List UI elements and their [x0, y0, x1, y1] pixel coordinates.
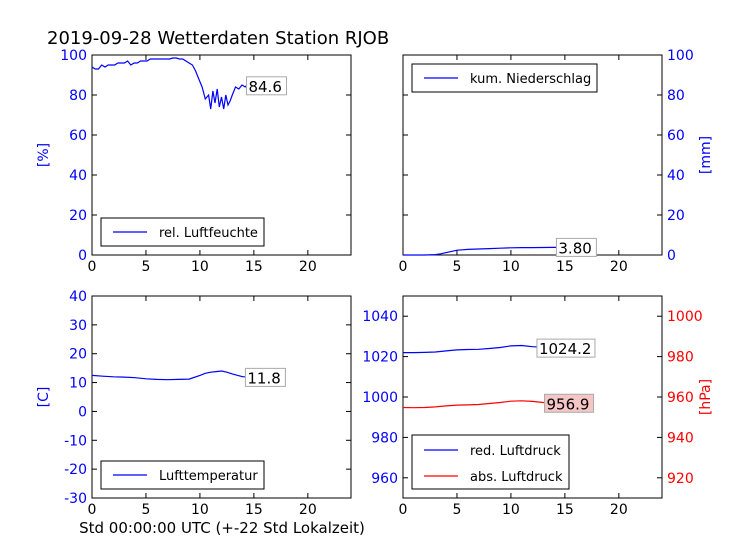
y-tick-label: 0 [78, 404, 87, 420]
y-axis-label: [C] [36, 387, 52, 408]
y-tick-label-right: 940 [667, 430, 694, 446]
x-tick-label: 5 [452, 502, 461, 518]
annotation-label: 84.6 [248, 78, 281, 96]
y-tick-label: -30 [64, 491, 87, 507]
annotation-label: 11.8 [247, 369, 280, 387]
x-tick-label: 0 [88, 259, 97, 275]
x-tick-label: 10 [502, 259, 520, 275]
panel-top-right: 0 5 10 15 20 0 20 40 60 80 100 [mm] 3.80 kum. Nieders… [399, 48, 714, 275]
y-tick-label: 80 [69, 88, 87, 104]
x-tick-label: 10 [191, 502, 209, 518]
y-tick-label: 0 [667, 248, 676, 264]
x-tick-label: 0 [399, 259, 408, 275]
legend-box [411, 434, 570, 490]
x-tick-label: 15 [245, 502, 263, 518]
annotation-label: 956.9 [547, 395, 590, 413]
x-tick-label: 10 [502, 502, 520, 518]
y-tick-label: 1020 [362, 350, 398, 366]
y-tick-label: 80 [667, 88, 685, 104]
y-tick-label: 1000 [362, 390, 398, 406]
y-axis-label: [mm] [698, 136, 714, 174]
y-tick-label: 960 [371, 471, 398, 487]
y-axis-label: [%] [36, 143, 52, 167]
y-tick-label: 20 [69, 347, 87, 363]
axes-frame [91, 295, 352, 499]
x-tick-label: 20 [299, 259, 317, 275]
panel-bottom-right: 0 5 10 15 20 960 980 1000 1020 1040 920 940 960 980 10… [362, 295, 714, 518]
y-tick-label: 40 [69, 289, 87, 305]
y-tick-label: 20 [69, 208, 87, 224]
annotation-label: 3.80 [558, 239, 591, 257]
y-tick-label: 60 [667, 128, 685, 144]
y-tick-label: 1040 [362, 309, 398, 325]
legend-label: rel. Luftfeuchte [159, 226, 258, 241]
y-tick-label: -20 [64, 462, 87, 478]
legend-label: kum. Niederschlag [470, 72, 591, 87]
y-tick-label-right: 960 [667, 390, 694, 406]
y-tick-label: 40 [69, 168, 87, 184]
legend-label: abs. Luftdruck [470, 470, 563, 485]
x-tick-label: 5 [141, 502, 150, 518]
x-tick-label: 20 [610, 502, 628, 518]
annotation-label: 1024.2 [539, 340, 592, 358]
x-tick-label: 5 [452, 259, 461, 275]
y-tick-label: 30 [69, 318, 87, 334]
annotation-box [536, 338, 596, 358]
y-tick-label: 100 [667, 48, 694, 64]
y-axis-label: [hPa] [698, 379, 714, 415]
x-tick-label: 10 [191, 259, 209, 275]
y-tick-label: 100 [60, 48, 87, 64]
legend-label: red. Luftdruck [470, 444, 561, 459]
panel-top-left: 0 5 10 15 20 0 20 40 60 80 100 [%] 84.6 rel. Luftfeuc… [36, 48, 352, 275]
x-tick-label: 5 [141, 259, 150, 275]
x-tick-label: 0 [399, 502, 408, 518]
legend-label: Lufttemperatur [159, 469, 258, 484]
series-line-0 [91, 370, 278, 381]
annotation-box [555, 237, 597, 257]
x-tick-label: 15 [556, 259, 574, 275]
chart-title: 2019-09-28 Wetterdaten Station RJOB [47, 28, 389, 49]
y-tick-label: 980 [371, 430, 398, 446]
y-tick-label: 20 [667, 208, 685, 224]
x-axis-label: Std 00:00:00 UTC (+-22 Std Lokalzeit) [79, 519, 365, 537]
series-line-0 [403, 246, 589, 256]
annotation-box [244, 367, 286, 387]
x-tick-label: 15 [556, 502, 574, 518]
x-tick-label: 0 [88, 502, 97, 518]
annotation-box [245, 76, 287, 96]
legend-box [100, 217, 265, 247]
panel-bottom-left: 0 5 10 15 20 -30 -20 -10 0 10 20 30 40 [C] 11.8 Lufttem… [36, 289, 352, 518]
y-tick-label-right: 920 [667, 471, 694, 487]
y-tick-label: 40 [667, 168, 685, 184]
series-line-0 [91, 57, 278, 110]
y-tick-label: 60 [69, 128, 87, 144]
x-tick-label: 20 [299, 502, 317, 518]
x-tick-label: 20 [610, 259, 628, 275]
axes-frame [402, 54, 663, 256]
y-tick-label-right: 980 [667, 350, 694, 366]
y-tick-label: 10 [69, 376, 87, 392]
x-tick-label: 15 [245, 259, 263, 275]
y-tick-label: 0 [78, 248, 87, 264]
y-tick-label-right: 1000 [667, 309, 703, 325]
annotation-box [544, 393, 595, 413]
y-tick-label: -10 [64, 433, 87, 449]
axes-frame [91, 54, 352, 256]
